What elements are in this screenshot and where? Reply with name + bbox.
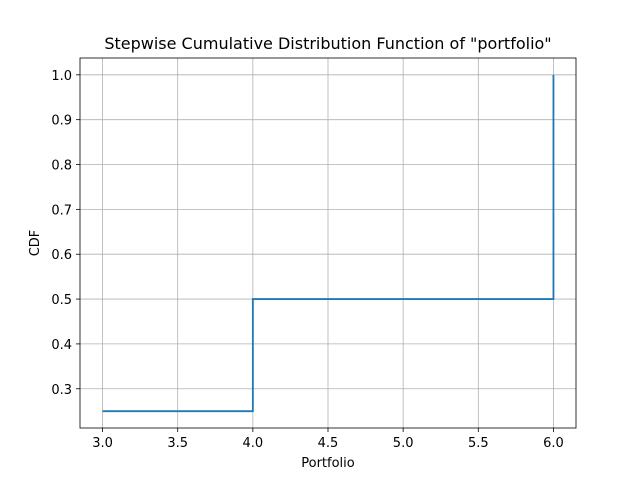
grid	[80, 58, 576, 428]
x-tick-label: 6.0	[543, 436, 564, 451]
y-tick-label: 1.0	[51, 69, 72, 84]
x-tick-label: 4.0	[243, 436, 264, 451]
series-layer	[102, 74, 555, 413]
y-tick-label: 0.4	[51, 338, 72, 353]
x-tick-label: 5.0	[393, 436, 414, 451]
y-tick-label: 0.8	[51, 159, 72, 174]
y-tick-label: 0.5	[51, 293, 72, 308]
y-axis-label: CDF	[28, 230, 43, 257]
chart-title: Stepwise Cumulative Distribution Functio…	[104, 34, 551, 53]
x-axis-label: Portfolio	[301, 456, 355, 471]
x-tick-label: 3.5	[167, 436, 188, 451]
cdf-step-line	[102, 74, 555, 413]
y-tick-label: 0.7	[51, 203, 72, 218]
y-tick-label: 0.6	[51, 248, 72, 263]
x-tick-label: 5.5	[468, 436, 489, 451]
x-tick-label: 4.5	[318, 436, 339, 451]
y-tick-label: 0.3	[51, 383, 72, 398]
ticks: 3.0 3.5 4.0 4.5 5.0 5.5 6.0 0.3 0.4 0.5 0.6 0.7 0.8 0…	[51, 69, 563, 451]
y-tick-label: 0.9	[51, 114, 72, 129]
x-tick-label: 3.0	[92, 436, 113, 451]
